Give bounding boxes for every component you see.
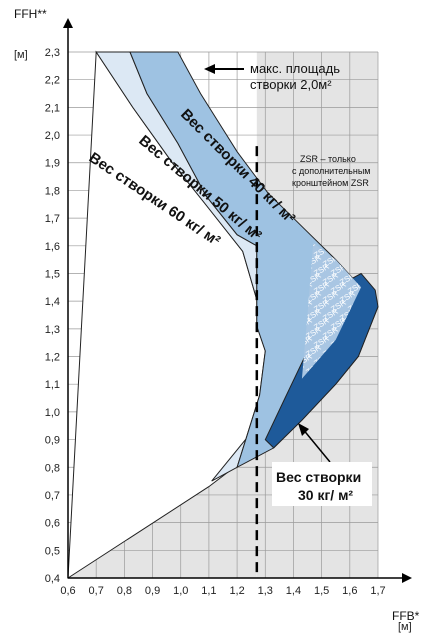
y-tick-label: 1,5: [45, 268, 60, 280]
x-axis-arrowhead: [402, 573, 412, 583]
zsr-note: ZSR – только с дополнительным кронштейно…: [292, 154, 370, 188]
weight-30-annotation: Вес створки 30 кг/ м²: [272, 423, 372, 506]
y-tick-label: 1,3: [45, 324, 60, 336]
y-axis-title: FFH**: [14, 7, 47, 21]
zsr-note-line1: ZSR – только: [300, 154, 356, 164]
y-tick-label: 1,4: [45, 296, 60, 308]
weight-30-leader: [301, 427, 331, 463]
grey-zone-lower: [68, 425, 257, 578]
max-area-line2: створки 2,0м²: [250, 77, 332, 92]
x-tick-label: 0,8: [117, 585, 132, 597]
x-tick-label: 1,7: [370, 585, 385, 597]
x-tick-label: 1,4: [286, 585, 301, 597]
weight-30-label-bg: [272, 462, 372, 506]
zsr-hatch-label: ZSR: [304, 235, 323, 251]
x-tick-label: 0,7: [89, 585, 104, 597]
y-tick-label: 1,2: [45, 352, 60, 364]
y-axis-unit: [м]: [14, 49, 28, 61]
y-tick-label: 2,0: [45, 130, 60, 142]
zsr-area: [301, 243, 362, 379]
max-area-line1: макс. площадь: [250, 61, 340, 76]
y-tick-label: 1,0: [45, 407, 60, 419]
x-axis-title: FFB*: [392, 609, 420, 623]
y-tick-label: 1,9: [45, 158, 60, 170]
y-tick-label: 2,2: [45, 75, 60, 87]
y-tick-label: 1,7: [45, 213, 60, 225]
zsr-hatch-label: ZSR: [287, 361, 306, 377]
zsr-note-line3: кронштейном ZSR: [292, 178, 369, 188]
weight-30-label-line1: Вес створки: [276, 469, 361, 485]
y-tick-label: 1,1: [45, 379, 60, 391]
y-tick-label: 0,4: [45, 573, 60, 585]
max-area-annotation: макс. площадь створки 2,0м²: [204, 61, 340, 92]
y-axis-arrowhead: [63, 18, 73, 28]
y-tick-label: 0,6: [45, 518, 60, 530]
max-area-arrowhead: [204, 64, 215, 74]
y-tick-label: 0,8: [45, 462, 60, 474]
x-tick-label: 1,0: [173, 585, 188, 597]
y-tick-label: 2,1: [45, 102, 60, 114]
bands: [67, 50, 379, 579]
x-tick-label: 1,6: [342, 585, 357, 597]
y-tick-label: 1,8: [45, 185, 60, 197]
x-axis-unit: [м]: [398, 621, 412, 633]
x-tick-label: 1,5: [314, 585, 329, 597]
y-tick-label: 0,5: [45, 545, 60, 557]
tick-labels: 0,6 0,7 0,8 0,9 1,0 1,1 1,2 1,3 1,4 1,5 1,6 1,70,40…: [45, 47, 386, 597]
x-tick-label: 1,2: [229, 585, 244, 597]
y-tick-label: 0,7: [45, 490, 60, 502]
y-tick-label: 0,9: [45, 435, 60, 447]
x-tick-label: 0,6: [60, 585, 75, 597]
x-tick-label: 0,9: [145, 585, 160, 597]
y-tick-label: 2,3: [45, 47, 60, 59]
axes: [63, 18, 412, 583]
x-tick-label: 1,3: [258, 585, 273, 597]
band-30-kg: [264, 272, 379, 449]
x-tick-label: 1,1: [201, 585, 216, 597]
zsr-note-line2: с дополнительным: [292, 166, 370, 176]
weight-30-arrowhead: [298, 423, 309, 436]
weight-30-label-line2: 30 кг/ м²: [298, 487, 353, 503]
y-tick-label: 1,6: [45, 241, 60, 253]
